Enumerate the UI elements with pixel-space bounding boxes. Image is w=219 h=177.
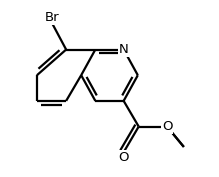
Text: Br: Br xyxy=(45,11,59,24)
Text: N: N xyxy=(119,43,129,56)
Text: O: O xyxy=(162,120,172,133)
Text: O: O xyxy=(118,151,129,164)
